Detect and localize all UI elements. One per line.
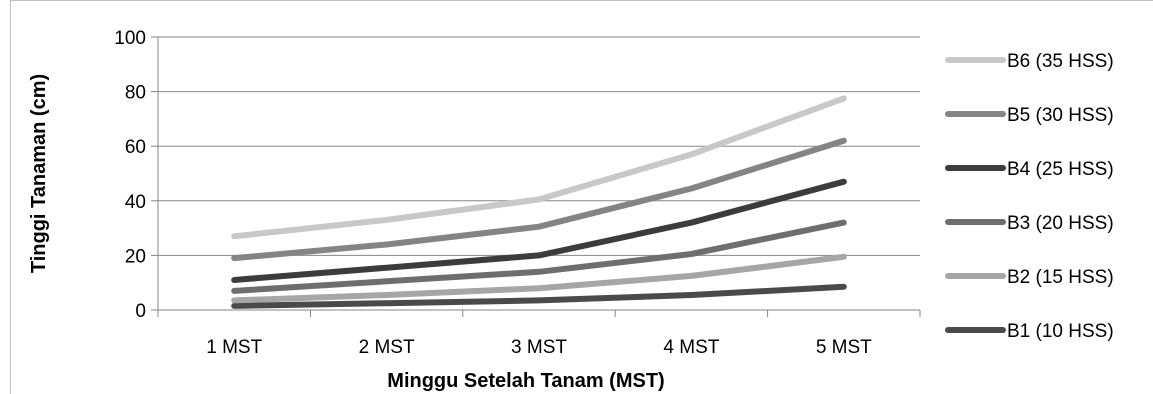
series-line (231, 283, 847, 309)
y-tick-label: 20 (125, 246, 146, 267)
series-line (231, 137, 847, 262)
x-ticks: 1 MST 2 MST 3 MST 4 MST 5 MST (157, 310, 921, 358)
x-tick-label: 1 MST (206, 337, 262, 358)
legend-label: B5 (30 HSS) (1007, 105, 1114, 126)
series-line (231, 178, 847, 283)
y-ticks: 0 20 40 60 80 100 (114, 28, 158, 322)
legend-label: B4 (25 HSS) (1007, 159, 1114, 180)
series-line (231, 253, 847, 304)
x-tick-label: 4 MST (663, 337, 719, 358)
y-tick-label: 80 (125, 83, 146, 104)
y-tick-label: 100 (114, 28, 146, 49)
y-tick-label: 40 (125, 192, 146, 213)
x-tick-label: 5 MST (816, 337, 872, 358)
chart-frame (10, 0, 1153, 394)
x-axis-title: Minggu Setelah Tanam (MST) (387, 370, 664, 392)
legend-label: B3 (20 HSS) (1007, 213, 1114, 234)
series-line (231, 219, 847, 294)
legend-label: B1 (10 HSS) (1007, 321, 1114, 342)
y-tick-label: 0 (135, 301, 146, 322)
y-tick-label: 60 (125, 137, 146, 158)
legend: B6 (35 HSS) B5 (30 HSS) B4 (25 HSS) B3 (20 … (945, 51, 1114, 342)
series-line (231, 95, 847, 240)
x-tick-label: 3 MST (511, 337, 567, 358)
legend-label: B2 (15 HSS) (1007, 267, 1114, 288)
y-axis-title: Tinggi Tanaman (cm) (28, 74, 50, 273)
legend-label: B6 (35 HSS) (1007, 51, 1114, 72)
series-lines (231, 95, 847, 309)
x-tick-label: 2 MST (359, 337, 415, 358)
gridlines (158, 36, 920, 256)
